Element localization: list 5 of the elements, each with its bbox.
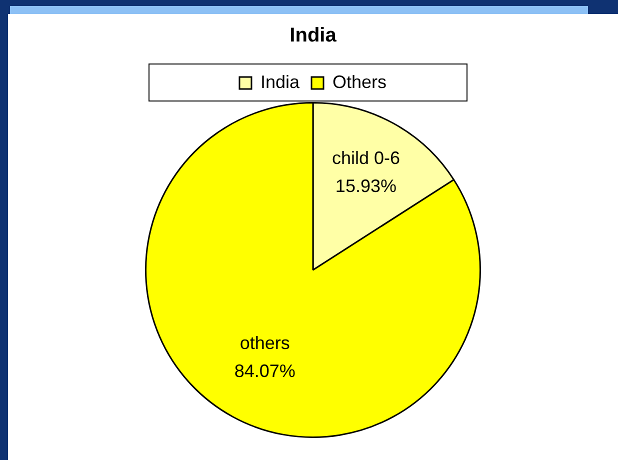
data-label: child 0-6 15.93% xyxy=(332,148,400,196)
legend-label: India xyxy=(260,72,300,92)
legend-label: Others xyxy=(332,72,387,92)
data-label: others 84.07% xyxy=(234,333,296,382)
chart-title: India xyxy=(290,24,338,47)
